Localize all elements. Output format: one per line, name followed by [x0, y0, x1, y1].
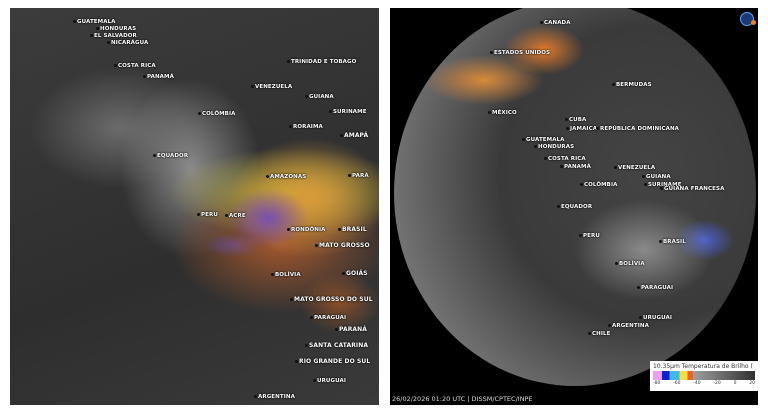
- color-legend: 10.35µm Temperatura de Brilho ( -80 -60 …: [650, 361, 758, 391]
- map-label: ACRE: [225, 213, 246, 219]
- map-label: GUIANA: [305, 94, 334, 100]
- map-label: CANADA: [540, 20, 571, 26]
- map-label: PARANÁ: [335, 326, 367, 333]
- map-label: ARGENTINA: [254, 394, 295, 400]
- map-label: MATO GROSSO DO SUL: [290, 296, 373, 303]
- map-label: BERMUDAS: [612, 82, 652, 88]
- map-label: JAMAICA: [566, 126, 597, 132]
- map-label: HONDURAS: [96, 26, 136, 32]
- legend-tick: -20: [713, 381, 721, 386]
- map-label: EQUADOR: [153, 153, 188, 159]
- map-label: CUBA: [565, 117, 586, 123]
- map-label: AMAZONAS: [266, 174, 306, 180]
- legend-tick: -40: [693, 381, 701, 386]
- map-label: VENEZUELA: [614, 165, 655, 171]
- map-label: EL SALVADOR: [90, 33, 137, 39]
- map-label: SURINAME: [329, 109, 367, 115]
- map-label: COSTA RICA: [544, 156, 586, 162]
- map-label: MATO GROSSO: [315, 242, 370, 249]
- map-label: TRINIDAD E TOBAGO: [287, 59, 356, 65]
- map-label: REPÚBLICA DOMINICANA: [596, 126, 679, 132]
- inpe-logo: [740, 12, 756, 26]
- map-label: GUATEMALA: [73, 19, 116, 25]
- legend-ticks: -80 -60 -40 -20 0 20: [653, 381, 755, 386]
- map-label: EQUADOR: [557, 204, 592, 210]
- legend-tick: -80: [653, 381, 661, 386]
- map-label: PARAGUAI: [310, 315, 346, 321]
- map-label: PERU: [579, 233, 600, 239]
- map-label: CHILE: [588, 331, 610, 337]
- map-label: RIO GRANDE DO SUL: [295, 358, 370, 365]
- map-label: COLÔMBIA: [580, 182, 617, 188]
- legend-tick: 20: [749, 381, 755, 386]
- globe-image: [394, 8, 756, 386]
- legend-tick: -60: [673, 381, 681, 386]
- map-label: BRASIL: [338, 226, 367, 233]
- map-label: PARAGUAI: [637, 285, 673, 291]
- map-label: NICARÁGUA: [107, 40, 148, 46]
- right-globe-map: CANADA ESTADOS UNIDOS BERMUDAS MÉXICO CU…: [390, 8, 758, 405]
- map-label: BOLÍVIA: [615, 261, 645, 267]
- left-satellite-map: GUATEMALA HONDURAS EL SALVADOR NICARÁGUA…: [10, 8, 379, 405]
- legend-tick: 0: [733, 381, 737, 386]
- map-label: PARÁ: [348, 173, 369, 179]
- map-label: COSTA RICA: [114, 63, 156, 69]
- map-label: GUATEMALA: [522, 137, 565, 143]
- map-label: SURINAME: [644, 182, 682, 188]
- map-label: MÉXICO: [488, 110, 517, 116]
- map-label: RONDÔNIA: [287, 227, 325, 233]
- map-label: ARGENTINA: [608, 323, 649, 329]
- map-label: AMAPÁ: [340, 132, 368, 139]
- map-label: BOLÍVIA: [271, 272, 301, 278]
- map-label: URUGUAI: [639, 315, 672, 321]
- map-label: PERU: [197, 212, 218, 218]
- map-label: SANTA CATARINA: [305, 342, 368, 349]
- map-label: RORAIMA: [289, 124, 323, 130]
- map-label: HONDURAS: [534, 144, 574, 150]
- map-label: GUIANA FRANCESA: [660, 186, 724, 192]
- map-label: URUGUAI: [313, 378, 346, 384]
- map-label: BRASIL: [659, 239, 686, 245]
- legend-color-bar: [653, 371, 755, 380]
- map-label: GOIÁS: [342, 270, 368, 277]
- map-label: GUIANA: [642, 174, 671, 180]
- map-label: PANAMÁ: [143, 74, 174, 80]
- timestamp-credit: 26/02/2026 01:20 UTC | DISSM/CPTEC/INPE: [392, 395, 533, 403]
- map-label: ESTADOS UNIDOS: [490, 50, 550, 56]
- legend-title: 10.35µm Temperatura de Brilho (: [653, 363, 753, 370]
- map-label: VENEZUELA: [251, 84, 292, 90]
- map-label: COLÔMBIA: [198, 111, 235, 117]
- map-label: PANAMÁ: [560, 164, 591, 170]
